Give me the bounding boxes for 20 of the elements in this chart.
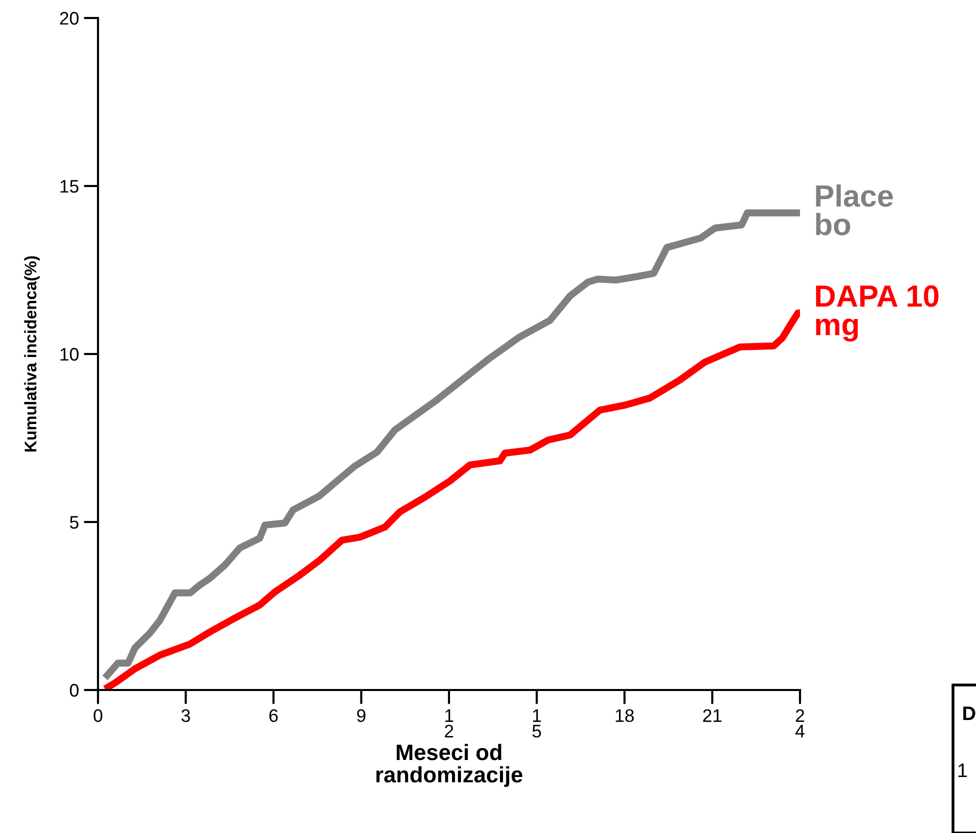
x-tick-label: 9 bbox=[357, 709, 366, 722]
y-tick-label: 5 bbox=[70, 516, 78, 529]
y-tick-label: 15 bbox=[60, 180, 78, 193]
x-tick-label: 18 bbox=[616, 709, 634, 722]
x-tick-label: 1 2 bbox=[444, 709, 454, 738]
x-tick-label: 6 bbox=[269, 709, 278, 722]
x-tick-label: 1 5 bbox=[532, 709, 542, 738]
x-tick-label: 0 bbox=[94, 709, 102, 722]
x-axis-title: Meseci od randomizacije bbox=[376, 744, 522, 787]
y-tick-label: 0 bbox=[70, 684, 79, 697]
series-label: DAPA 10 mg bbox=[816, 285, 938, 342]
y-axis-title: Kumulativa incidenca(%) bbox=[24, 256, 40, 452]
y-tick-label: 10 bbox=[60, 348, 79, 361]
text: D bbox=[963, 706, 976, 720]
series-label: Place bo bbox=[816, 184, 893, 236]
y-tick-label: 20 bbox=[60, 12, 79, 25]
text: 1 bbox=[958, 764, 967, 778]
x-tick-label: 21 bbox=[703, 709, 722, 722]
x-tick-label: 2 4 bbox=[795, 709, 804, 738]
x-tick-label: 3 bbox=[181, 709, 190, 722]
